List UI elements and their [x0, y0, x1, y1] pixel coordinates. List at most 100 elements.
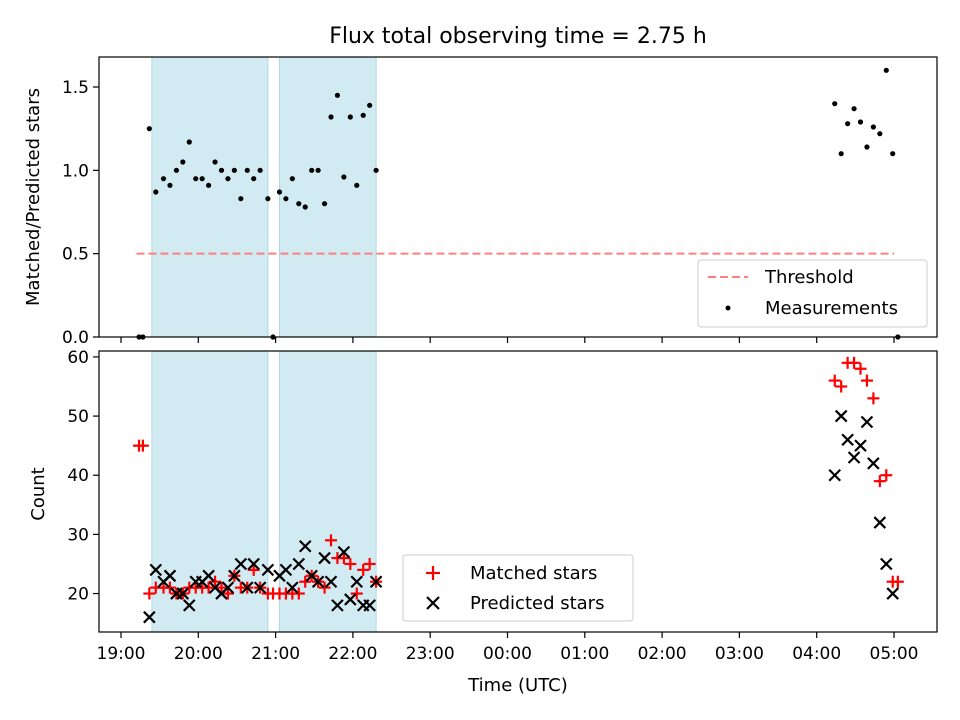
measurement-point — [146, 126, 152, 132]
predicted-star-point — [324, 575, 338, 588]
measurement-point — [877, 131, 883, 137]
top-panel: 0.0 0.5 1.0 1.5 Matched/Predicted stars Thr… — [23, 56, 938, 348]
top-legend: Threshold Measurements — [697, 259, 928, 328]
matched-star-point — [202, 581, 215, 594]
predicted-star-point — [234, 557, 248, 571]
x-tick-label: 04:00 — [792, 644, 841, 664]
measurement-point — [251, 176, 257, 182]
predicted-star-point — [261, 563, 275, 577]
measurement-point — [857, 119, 864, 125]
predicted-star-point — [337, 545, 351, 559]
y-tick-label: 60 — [67, 348, 89, 368]
predicted-star-point — [834, 409, 848, 423]
matched-star-point — [860, 374, 873, 387]
bottom-legend-box — [402, 554, 634, 622]
matched-star-point — [163, 581, 176, 594]
predicted-star-point — [331, 599, 344, 612]
y-tick-label: 50 — [67, 407, 89, 427]
measurement-point — [206, 182, 212, 188]
bottom-y-axis-label: Count — [28, 467, 49, 520]
matched-star-point — [828, 374, 841, 387]
matched-star-point — [873, 475, 886, 488]
measurement-point — [328, 114, 334, 120]
measurement-point — [838, 151, 844, 157]
measurement-point — [341, 174, 347, 180]
predicted-star-point — [879, 557, 893, 571]
x-tick-label: 02:00 — [638, 644, 687, 664]
predicted-star-point — [228, 569, 241, 583]
predicted-star-point — [163, 569, 177, 583]
predicted-star-point — [860, 415, 874, 429]
matched-star-point — [136, 439, 149, 452]
matched-star-point — [337, 552, 350, 565]
matched-star-points — [133, 356, 904, 600]
y-tick-label: 1.5 — [62, 78, 89, 98]
matched-star-point — [209, 575, 222, 588]
shaded-interval — [151, 56, 269, 338]
measurement-point — [199, 176, 205, 182]
predicted-star-point — [149, 563, 163, 577]
top-axes-frame — [98, 56, 938, 338]
measurement-point — [832, 101, 838, 107]
x-tick-label: 03:00 — [715, 644, 764, 664]
matched-star-point — [215, 581, 228, 594]
measurement-point — [276, 189, 283, 195]
measurement-point — [367, 102, 373, 108]
predicted-star-points — [143, 409, 899, 624]
x-tick-label: 00:00 — [483, 644, 532, 664]
measurement-point — [890, 151, 896, 157]
measurement-point — [360, 112, 366, 118]
predicted-star-point — [279, 563, 293, 577]
predicted-star-point — [873, 516, 887, 529]
measurement-point — [289, 176, 295, 182]
measurement-point — [870, 124, 876, 130]
predicted-star-point — [867, 457, 880, 470]
measurement-point — [354, 182, 360, 188]
measurement-point — [309, 167, 315, 173]
x-axis-label: Time (UTC) — [467, 675, 568, 696]
x-tick-label: 19:00 — [97, 644, 146, 664]
matched-star-point — [350, 587, 363, 600]
legend-predicted-swatch — [426, 596, 440, 610]
bottom-panel: 20 30 40 50 60 19:00 20:00 21:00 22:00 23:00 00:0… — [28, 348, 938, 696]
y-tick-label: 0.5 — [62, 245, 89, 265]
legend-measurements-swatch — [725, 305, 731, 311]
measurement-point — [334, 92, 341, 98]
matched-star-point — [363, 557, 376, 570]
measurement-point — [173, 167, 179, 173]
bottom-x-ticks: 19:00 20:00 21:00 22:00 23:00 00:00 01:00 02:00… — [97, 632, 919, 664]
measurement-point — [347, 114, 353, 120]
predicted-star-point — [292, 557, 306, 571]
measurement-point — [883, 67, 889, 73]
predicted-star-point — [286, 581, 299, 594]
matched-star-point — [318, 581, 331, 594]
matched-star-point — [848, 356, 861, 369]
measurement-point — [265, 196, 271, 202]
predicted-star-point — [854, 439, 867, 452]
x-tick-label: 21:00 — [251, 644, 300, 664]
matched-star-point — [221, 587, 234, 600]
legend-predicted-label: Predicted stars — [470, 593, 604, 614]
measurement-point — [864, 144, 870, 150]
top-x-ticks — [120, 337, 895, 343]
predicted-star-point — [369, 575, 383, 588]
measurement-point — [257, 167, 263, 173]
x-tick-label: 20:00 — [174, 644, 223, 664]
measurement-point — [851, 106, 857, 112]
matched-star-point — [143, 587, 156, 600]
bottom-legend: Matched stars Predicted stars — [402, 554, 634, 622]
matched-star-point — [854, 362, 867, 375]
predicted-star-point — [363, 599, 376, 612]
predicted-star-point — [350, 575, 364, 588]
measurement-point — [231, 167, 237, 173]
predicted-star-point — [183, 599, 196, 612]
matched-star-point — [344, 557, 357, 570]
predicted-star-point — [847, 451, 861, 464]
top-y-ticks: 0.0 0.5 1.0 1.5 — [62, 78, 99, 348]
predicted-star-point — [240, 581, 254, 594]
predicted-star-point — [828, 468, 842, 482]
legend-matched-label: Matched stars — [470, 563, 597, 584]
measurement-point — [160, 176, 167, 182]
shaded-interval — [278, 56, 377, 338]
